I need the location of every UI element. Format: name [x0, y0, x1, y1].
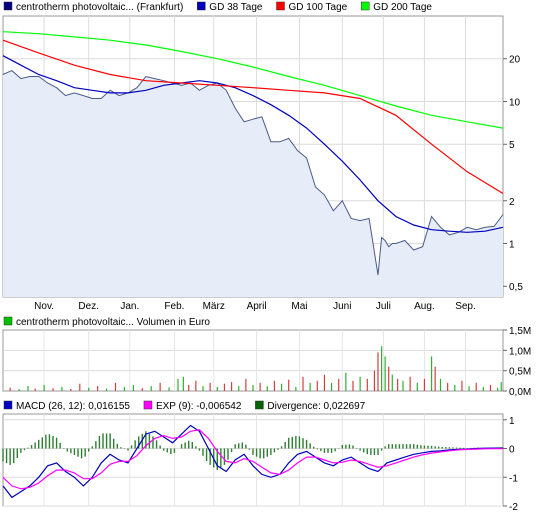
- series-line-gd100: [2, 39, 504, 195]
- legend-label: GD 100 Tage: [288, 2, 347, 13]
- series-line-gd38: [2, 55, 504, 233]
- series-line-gd200: [2, 31, 504, 129]
- legend-label: centrotherm photovoltaic... Volumen in E…: [16, 317, 210, 328]
- legend-label: centrotherm photovoltaic... (Frankfurt): [16, 2, 183, 13]
- legend-swatch: [276, 1, 285, 11]
- y-tick-label: 0,5: [509, 282, 523, 293]
- y-tick-label: 1: [509, 239, 515, 250]
- x-tick-label: Nov.: [34, 301, 54, 312]
- x-tick-label: Mai: [291, 301, 307, 312]
- y-tick-label: 0,0M: [509, 387, 531, 398]
- x-tick-label: Juni: [333, 301, 351, 312]
- legend-swatch: [255, 400, 264, 410]
- legend-label: EXP (9): -0,006542: [156, 401, 242, 412]
- x-tick-label: Dez.: [78, 301, 99, 312]
- legend-label: GD 38 Tage: [209, 2, 263, 13]
- legend-swatch: [143, 400, 153, 410]
- volume-panel-frame: [2, 329, 504, 392]
- legend-swatch: [360, 1, 370, 11]
- legend-label: MACD (26, 12): 0,016155: [16, 401, 130, 412]
- x-tick-label: März: [203, 301, 225, 312]
- macd-panel-frame: [2, 413, 504, 507]
- y-tick-label: 1,5M: [509, 326, 531, 337]
- x-tick-label: Sep.: [455, 301, 476, 312]
- y-tick-label: 2: [509, 197, 515, 208]
- series-line-exp: [2, 429, 503, 490]
- x-tick-label: Juli: [376, 301, 391, 312]
- legend-swatch: [3, 1, 13, 11]
- x-tick-label: April: [247, 301, 267, 312]
- series-line-macd: [2, 424, 504, 499]
- y-tick-label: 20: [509, 55, 521, 66]
- legend-label: GD 200 Tage: [373, 2, 432, 13]
- x-tick-label: Aug.: [414, 301, 435, 312]
- y-tick-label: 5: [509, 140, 515, 151]
- legend-swatch: [3, 316, 13, 326]
- price-area: [3, 70, 503, 297]
- y-tick-label: -1: [509, 473, 518, 484]
- legend-label: Divergence: 0,022697: [267, 401, 365, 412]
- y-tick-label: 1,0M: [509, 346, 531, 357]
- series-line-price: [2, 70, 504, 276]
- legend-swatch: [3, 400, 13, 410]
- y-tick-label: 1: [509, 416, 515, 427]
- y-tick-label: 0: [509, 445, 515, 456]
- x-tick-label: Feb.: [164, 301, 184, 312]
- y-tick-label: -2: [509, 502, 518, 513]
- y-tick-label: 0,5M: [509, 367, 531, 378]
- legend-swatch: [197, 1, 206, 11]
- y-tick-label: 10: [509, 97, 521, 108]
- x-tick-label: Jan.: [120, 301, 139, 312]
